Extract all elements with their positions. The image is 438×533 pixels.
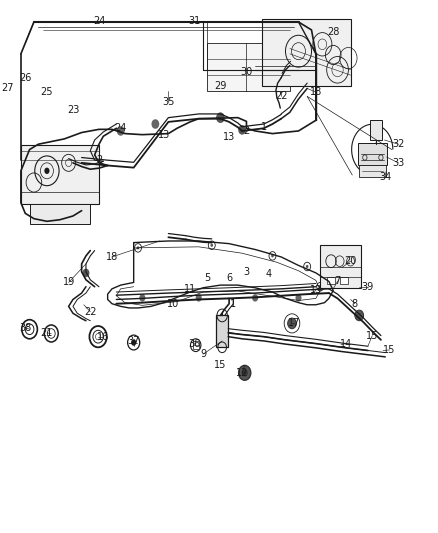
Circle shape: [296, 294, 301, 302]
Text: 12: 12: [236, 368, 248, 378]
Bar: [320, 245, 361, 288]
Circle shape: [242, 369, 248, 376]
Bar: [358, 143, 387, 165]
Circle shape: [252, 294, 258, 302]
Text: 33: 33: [392, 158, 404, 168]
Text: 30: 30: [240, 68, 253, 77]
Text: 15: 15: [214, 360, 226, 370]
Text: 38: 38: [19, 322, 32, 333]
Circle shape: [117, 126, 124, 136]
Text: 35: 35: [162, 96, 175, 107]
Bar: [340, 277, 347, 284]
Text: 1: 1: [230, 298, 237, 309]
Text: 26: 26: [19, 73, 32, 83]
Text: 1: 1: [261, 122, 267, 132]
Text: 18: 18: [310, 87, 322, 97]
Text: 13: 13: [158, 130, 170, 140]
Text: 18: 18: [106, 252, 118, 262]
Circle shape: [139, 294, 145, 302]
Circle shape: [196, 294, 202, 302]
Text: 24: 24: [93, 16, 105, 26]
Bar: [370, 120, 382, 140]
Bar: [327, 277, 335, 284]
Circle shape: [271, 254, 274, 257]
Bar: [208, 43, 290, 91]
Text: 22: 22: [84, 306, 96, 317]
Bar: [216, 316, 228, 348]
Bar: [30, 204, 90, 224]
Text: 3: 3: [244, 267, 250, 277]
Circle shape: [131, 340, 136, 346]
Bar: [21, 146, 99, 204]
Text: 2: 2: [244, 126, 250, 136]
Circle shape: [288, 318, 297, 329]
Circle shape: [137, 246, 139, 249]
Circle shape: [238, 125, 246, 135]
Circle shape: [319, 285, 321, 288]
Text: 34: 34: [379, 172, 392, 182]
Bar: [359, 165, 386, 177]
Text: 27: 27: [2, 83, 14, 93]
Text: 16: 16: [97, 332, 110, 342]
Text: 19: 19: [63, 278, 75, 287]
Text: 20: 20: [344, 256, 357, 266]
Circle shape: [216, 112, 225, 123]
Text: 39: 39: [362, 282, 374, 292]
Circle shape: [152, 119, 159, 129]
Text: 24: 24: [114, 123, 127, 133]
Text: 21: 21: [41, 328, 53, 338]
Circle shape: [210, 244, 213, 247]
Text: 32: 32: [392, 139, 404, 149]
Text: 29: 29: [214, 81, 226, 91]
Text: 14: 14: [340, 338, 352, 349]
Text: 4: 4: [265, 269, 271, 279]
Text: 25: 25: [41, 87, 53, 97]
Circle shape: [82, 269, 89, 277]
Circle shape: [306, 265, 308, 268]
Text: 28: 28: [327, 27, 339, 37]
Text: 37: 37: [127, 336, 140, 346]
Text: 5: 5: [204, 273, 211, 283]
Text: 10: 10: [166, 298, 179, 309]
Circle shape: [355, 310, 364, 321]
Text: 9: 9: [200, 349, 206, 359]
Text: 13: 13: [223, 132, 235, 142]
Text: 31: 31: [188, 16, 201, 26]
Text: 7: 7: [335, 277, 341, 286]
Text: 17: 17: [288, 318, 300, 328]
Text: 11: 11: [184, 284, 196, 294]
Text: 22: 22: [275, 91, 287, 101]
Text: 23: 23: [67, 104, 79, 115]
Text: 13: 13: [310, 286, 322, 295]
Text: 15: 15: [366, 330, 378, 341]
Text: 6: 6: [226, 273, 232, 283]
Text: 36: 36: [188, 338, 201, 349]
Text: 2: 2: [96, 155, 102, 165]
Circle shape: [374, 143, 379, 149]
Text: 15: 15: [383, 345, 396, 355]
Bar: [261, 19, 350, 86]
Circle shape: [239, 366, 251, 380]
Circle shape: [44, 167, 49, 174]
Text: 8: 8: [352, 298, 358, 309]
Bar: [193, 342, 199, 349]
